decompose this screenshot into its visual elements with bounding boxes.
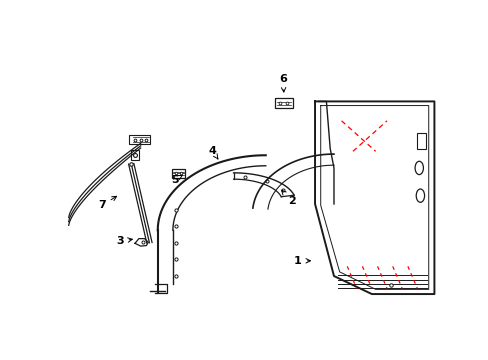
Bar <box>274 98 292 108</box>
Ellipse shape <box>415 189 424 202</box>
Bar <box>171 169 185 177</box>
Text: 7: 7 <box>98 196 116 210</box>
Text: 3: 3 <box>116 237 132 246</box>
Bar <box>131 150 139 161</box>
Text: 6: 6 <box>279 74 286 92</box>
Text: 4: 4 <box>208 146 218 159</box>
Text: 1: 1 <box>293 256 310 266</box>
Text: 2: 2 <box>281 190 295 206</box>
Bar <box>129 135 150 144</box>
Ellipse shape <box>414 161 423 175</box>
Bar <box>416 133 425 149</box>
Text: 5: 5 <box>171 175 182 185</box>
